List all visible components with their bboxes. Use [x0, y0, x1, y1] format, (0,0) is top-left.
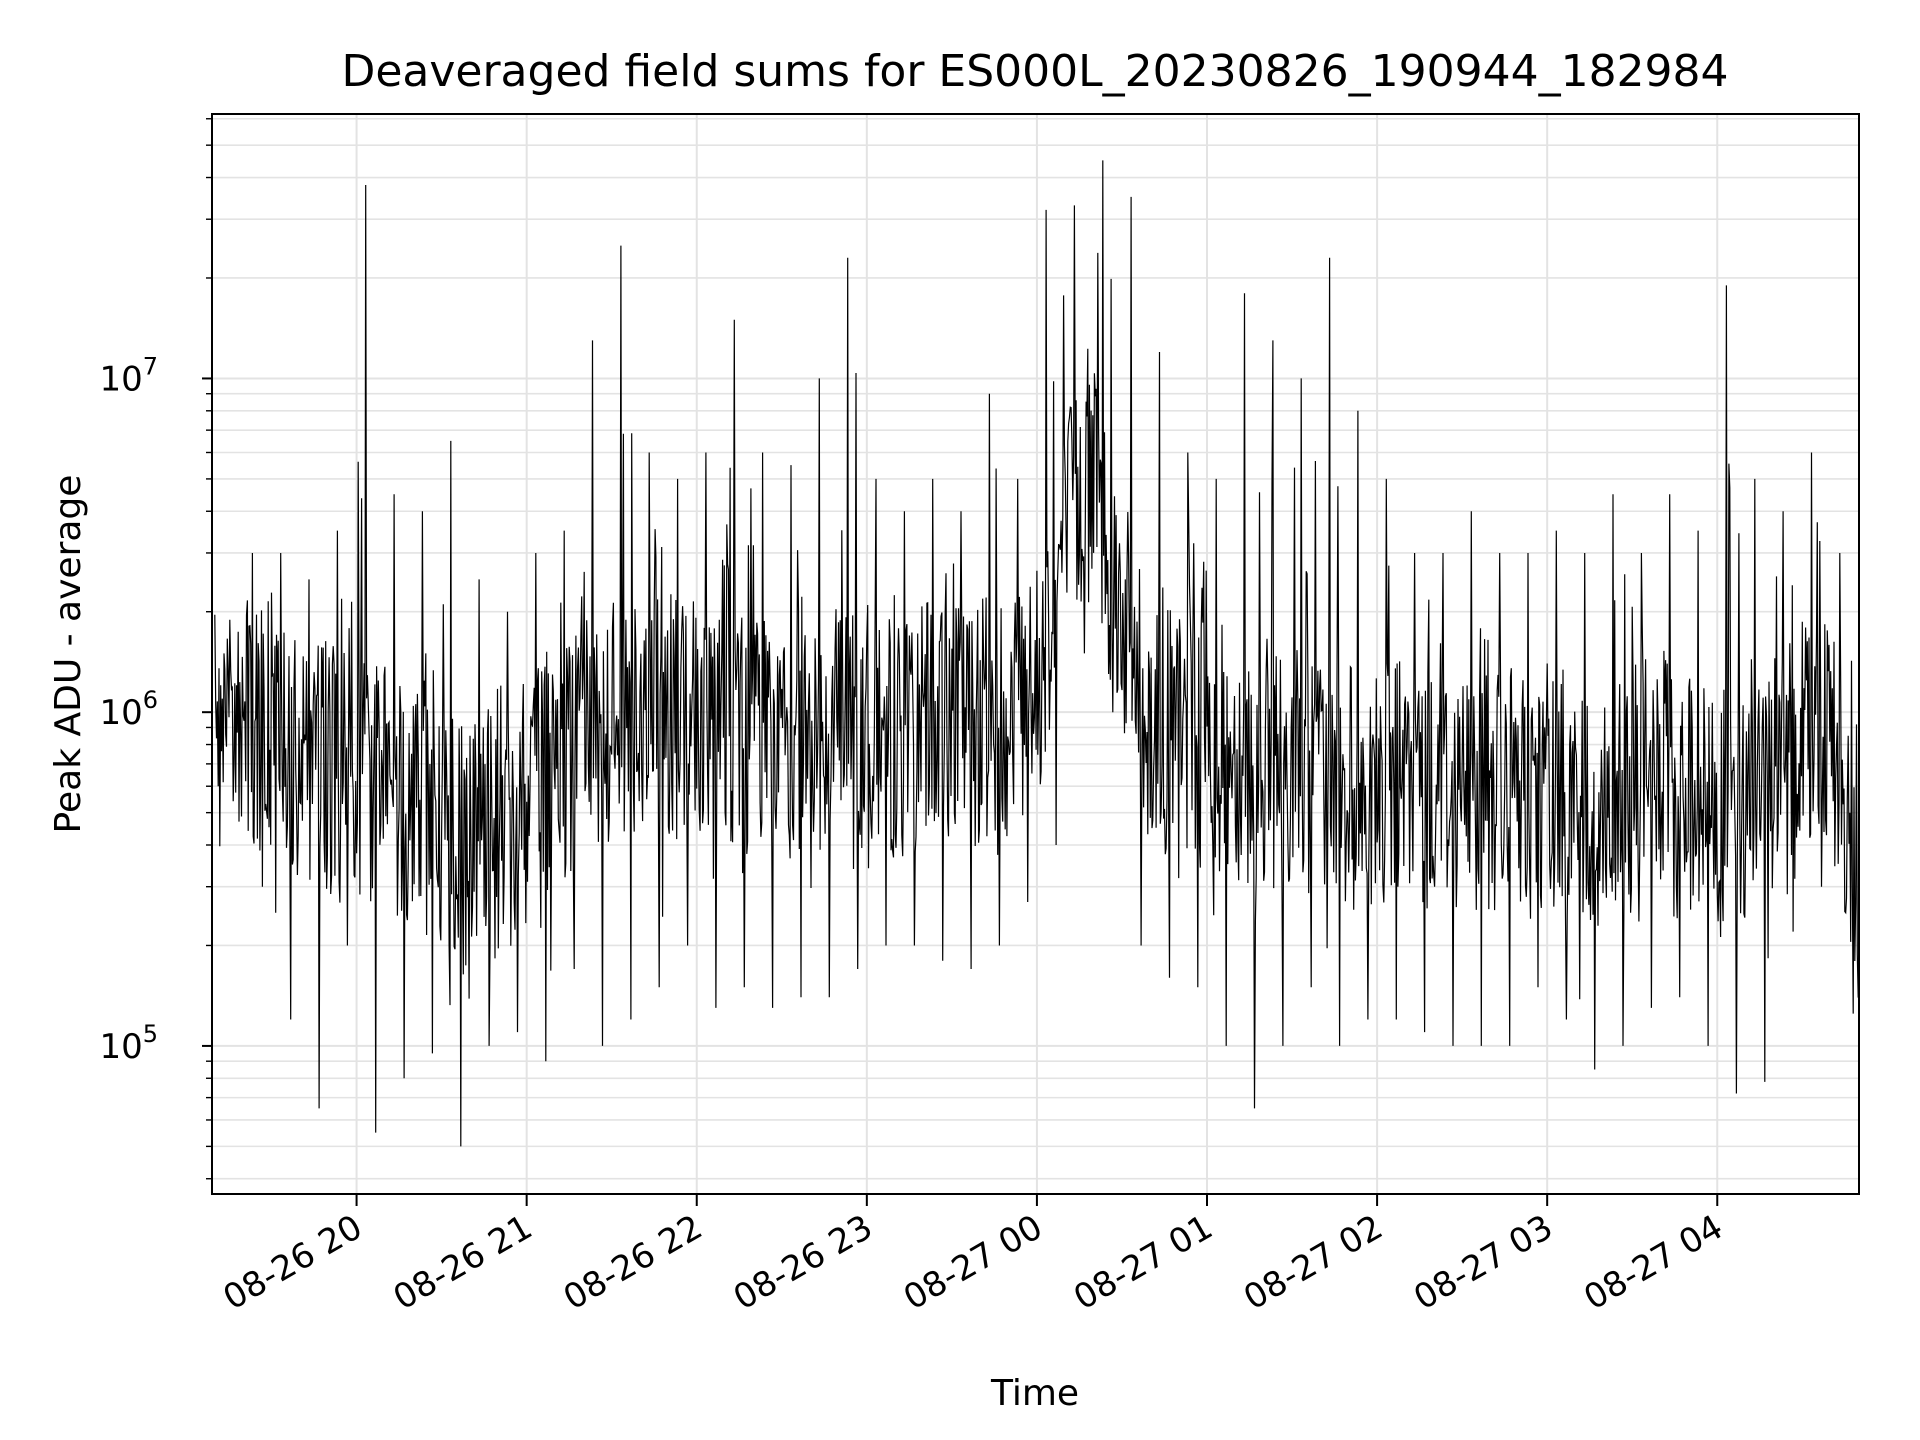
y-tick-label: 105: [99, 1020, 158, 1067]
chart-title: Deaveraged field sums for ES000L_2023082…: [341, 46, 1728, 97]
plot-frame: [211, 113, 1860, 1195]
y-tick-exponent: 6: [143, 686, 158, 714]
x-axis-label: Time: [990, 1373, 1079, 1414]
y-tick-base: 10: [99, 693, 142, 733]
series-line: [214, 160, 1860, 1147]
y-tick-label: 107: [99, 352, 158, 399]
y-tick-exponent: 7: [143, 352, 158, 380]
series-group: [214, 160, 1860, 1147]
y-tick-base: 10: [99, 359, 142, 399]
y-tick-label: 106: [99, 686, 158, 733]
y-tick-exponent: 5: [143, 1020, 158, 1048]
y-axis-label: Peak ADU - average: [48, 475, 89, 834]
y-tick-base: 10: [99, 1027, 142, 1067]
